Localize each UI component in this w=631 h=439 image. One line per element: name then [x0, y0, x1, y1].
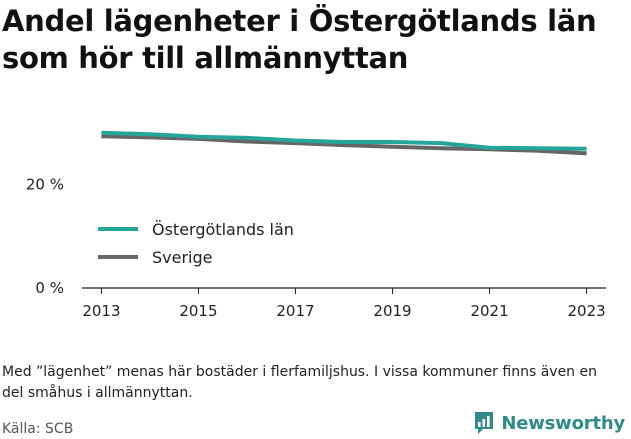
x-tick-label: 2013 [82, 302, 120, 320]
x-axis: 2013 2015 2017 2019 2021 2023 [82, 288, 606, 320]
series-line-0 [101, 130, 587, 151]
line-chart: 0 % 20 % 2013 2015 2017 2019 2021 2023 Östergö… [26, 130, 606, 320]
x-tick-label: 2017 [276, 302, 314, 320]
legend-label: Sverige [152, 248, 213, 267]
brand-name: Newsworthy [501, 412, 625, 434]
x-tick-label: 2023 [567, 302, 605, 320]
x-tick-label: 2019 [373, 302, 411, 320]
legend-label: Östergötlands län [152, 220, 294, 239]
source-text: Källa: SCB [2, 421, 74, 437]
brand-logo-block: Newsworthy [473, 409, 625, 437]
y-tick-label: 20 % [26, 175, 64, 193]
series-line-1 [101, 134, 587, 156]
legend: Östergötlands län Sverige [98, 220, 294, 267]
x-tick-label: 2015 [179, 302, 217, 320]
newsworthy-logo-icon [475, 412, 494, 434]
y-tick-label: 0 % [35, 279, 64, 297]
y-axis: 0 % 20 % [26, 175, 64, 297]
chart-title: Andel lägenheter i Östergötlands län som… [2, 4, 597, 75]
series-group [101, 130, 587, 156]
chart-note: Med ”lägenhet” menas här bostäder i fler… [2, 364, 597, 401]
x-tick-label: 2021 [470, 302, 508, 320]
